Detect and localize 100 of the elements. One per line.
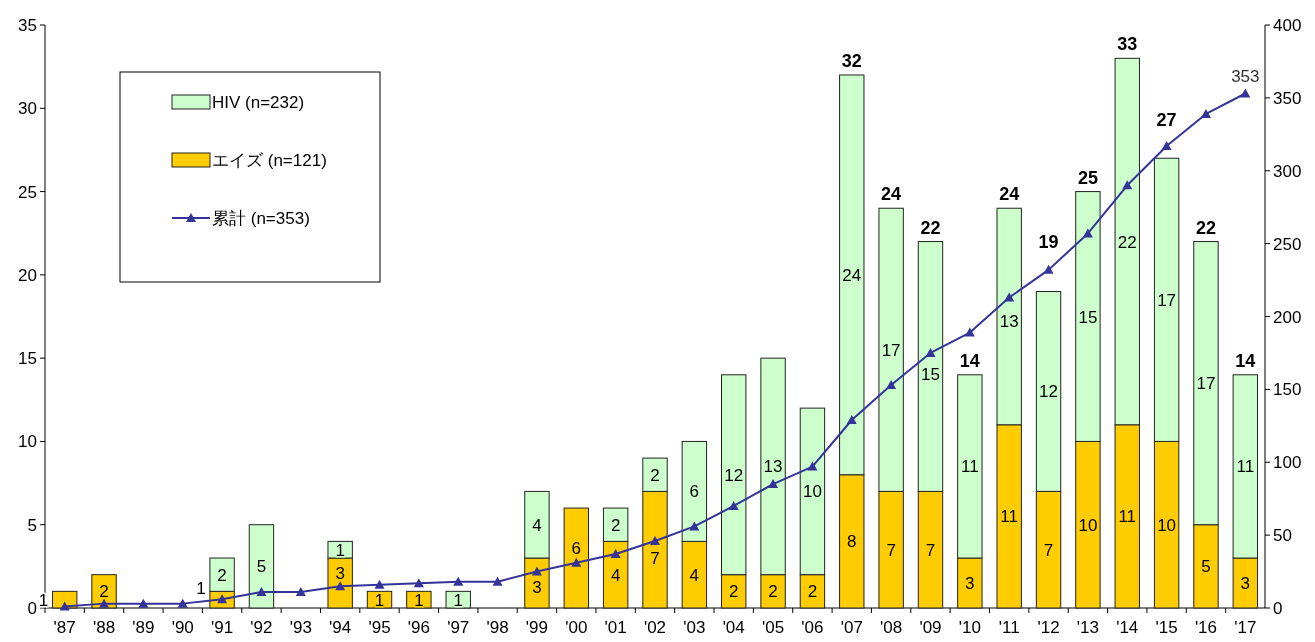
y2-tick-label: 200 xyxy=(1273,307,1302,327)
x-tick-label: '91 xyxy=(211,618,234,637)
data-label: 12 xyxy=(724,465,744,485)
y2-tick-label: 250 xyxy=(1273,234,1302,254)
point xyxy=(925,347,936,357)
total-label: 19 xyxy=(1038,231,1059,252)
data-label: 2 xyxy=(807,582,818,602)
x-tick-label: '99 xyxy=(525,618,549,637)
data-label: 10 xyxy=(1157,515,1177,535)
point xyxy=(335,581,346,591)
data-label: 2 xyxy=(610,515,621,535)
data-label: 353 xyxy=(1231,66,1260,86)
x-tick-label: '00 xyxy=(565,618,588,637)
total-label: 22 xyxy=(1195,217,1216,238)
x-tick-label: '12 xyxy=(1037,618,1060,637)
point xyxy=(1043,264,1054,274)
x-tick-label: '11 xyxy=(998,618,1020,637)
point xyxy=(492,576,503,586)
data-label: 17 xyxy=(881,340,901,360)
x-tick-label: '96 xyxy=(407,618,430,637)
total-label: 25 xyxy=(1077,167,1098,188)
data-label: 11 xyxy=(1000,507,1019,527)
x-tick-label: '98 xyxy=(486,618,509,637)
point xyxy=(59,601,70,611)
point xyxy=(964,327,975,337)
point xyxy=(689,521,700,531)
x-tick-label: '02 xyxy=(643,618,667,637)
total-label: 33 xyxy=(1117,34,1138,55)
data-label: 11 xyxy=(1118,507,1137,527)
x-tick-label: '15 xyxy=(1155,618,1178,637)
x-tick-label: '93 xyxy=(289,618,312,637)
point xyxy=(650,535,660,545)
data-label: 7 xyxy=(886,540,896,560)
y-tick-label: 15 xyxy=(18,349,37,369)
point xyxy=(571,557,582,567)
y-tick-label: 20 xyxy=(18,265,37,285)
data-label: 3 xyxy=(532,578,542,598)
y-tick-label: 25 xyxy=(18,182,37,202)
y-tick-label: 0 xyxy=(27,599,37,618)
y2-tick-label: 100 xyxy=(1273,453,1302,473)
y-tick-label: 30 xyxy=(18,99,37,119)
x-tick-label: '13 xyxy=(1076,618,1099,637)
point xyxy=(1004,292,1015,302)
data-label: 2 xyxy=(768,582,778,602)
data-label: 13 xyxy=(763,457,783,477)
data-label: 17 xyxy=(1196,374,1216,394)
x-tick-label: '06 xyxy=(801,618,824,637)
point xyxy=(177,598,188,608)
data-label: 1 xyxy=(38,590,49,610)
data-label: 6 xyxy=(689,482,700,502)
data-label: 1 xyxy=(335,540,345,560)
point xyxy=(1240,88,1251,98)
x-tick-label: '97 xyxy=(447,618,470,637)
data-label: 15 xyxy=(921,365,940,385)
data-label: 2 xyxy=(728,582,739,602)
point xyxy=(138,598,149,608)
data-label: 6 xyxy=(571,539,582,559)
x-tick-label: '90 xyxy=(171,618,194,637)
bar xyxy=(563,507,589,609)
data-label: 10 xyxy=(1078,515,1098,535)
point xyxy=(610,549,621,559)
total-label: 27 xyxy=(1156,110,1177,131)
bar xyxy=(248,524,275,609)
point xyxy=(256,586,267,596)
y2-tick-label: 50 xyxy=(1273,526,1292,546)
total-label: 32 xyxy=(841,50,862,71)
point xyxy=(846,414,857,424)
data-label: 22 xyxy=(1117,232,1137,252)
data-label: 3 xyxy=(965,574,975,594)
data-label: 4 xyxy=(689,565,700,585)
x-tick-label: '10 xyxy=(958,618,981,637)
x-tick-label: '94 xyxy=(329,618,352,637)
data-label: 8 xyxy=(847,532,857,552)
x-tick-label: '01 xyxy=(604,618,627,637)
data-label: 7 xyxy=(925,540,936,560)
point xyxy=(453,576,464,586)
data-label: 15 xyxy=(1078,307,1098,327)
x-tick-label: '05 xyxy=(761,618,785,637)
x-tick-label: '95 xyxy=(368,618,391,637)
total-label: 24 xyxy=(881,184,902,205)
point xyxy=(531,566,542,576)
x-tick-label: '17 xyxy=(1234,618,1257,637)
x-tick-label: '87 xyxy=(53,618,76,637)
y2-tick-label: 150 xyxy=(1273,380,1302,400)
data-label: 2 xyxy=(99,582,109,602)
point xyxy=(1122,180,1133,190)
x-tick-label: '08 xyxy=(880,618,903,637)
total-label: 14 xyxy=(1235,350,1256,371)
data-label: 24 xyxy=(842,265,862,285)
data-label: 7 xyxy=(1043,540,1054,560)
data-label: 4 xyxy=(610,565,621,585)
total-label: 14 xyxy=(959,350,980,371)
total-label: 22 xyxy=(920,217,941,238)
point xyxy=(807,461,818,471)
point xyxy=(728,500,739,510)
point xyxy=(413,578,424,588)
x-tick-label: '07 xyxy=(840,618,863,637)
point xyxy=(886,380,897,389)
total-label: 24 xyxy=(999,184,1020,205)
point xyxy=(768,479,779,489)
